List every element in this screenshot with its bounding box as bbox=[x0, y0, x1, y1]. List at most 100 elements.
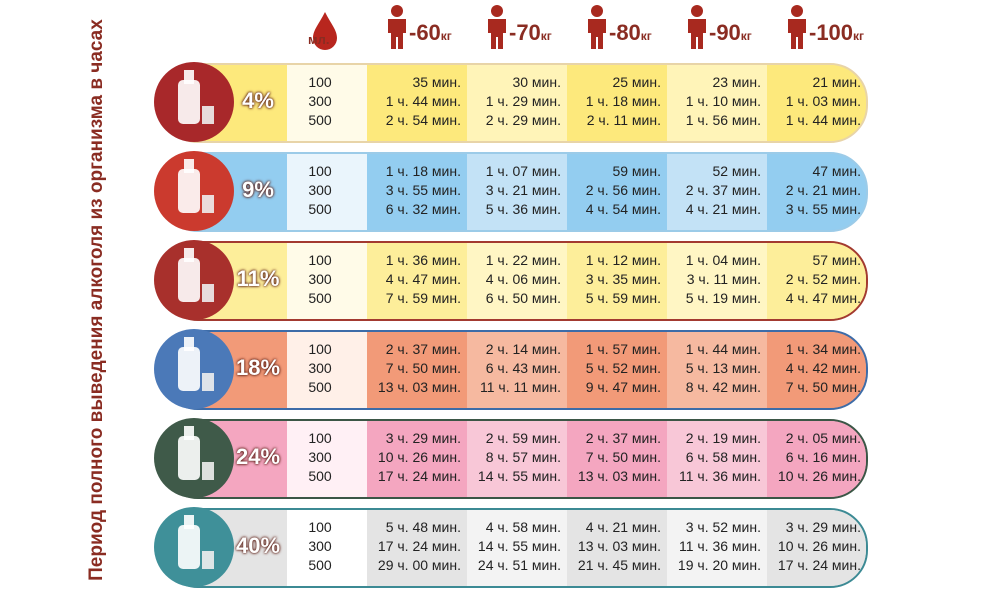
weight-value: -60 bbox=[409, 20, 441, 45]
time-column bbox=[567, 510, 667, 586]
time-value: 30 мин. bbox=[512, 74, 561, 90]
time-column bbox=[567, 332, 667, 408]
time-value: 2 ч. 59 мин. bbox=[485, 430, 561, 446]
time-value: 35 мин. bbox=[412, 74, 461, 90]
row-band bbox=[160, 63, 868, 143]
time-value: 1 ч. 07 мин. bbox=[485, 163, 561, 179]
volume-label: 500 bbox=[308, 201, 332, 217]
weight-label: -70кг bbox=[509, 20, 552, 46]
volume-label: 500 bbox=[308, 290, 332, 306]
time-value: 25 мин. bbox=[612, 74, 661, 90]
time-value: 19 ч. 20 мин. bbox=[677, 557, 761, 573]
time-column bbox=[367, 421, 467, 497]
time-value: 4 ч. 21 мин. bbox=[585, 519, 661, 535]
time-column bbox=[767, 332, 866, 408]
time-value: 17 ч. 24 мин. bbox=[777, 557, 861, 573]
time-value: 4 ч. 47 мин. bbox=[785, 290, 861, 306]
time-value: 5 ч. 36 мин. bbox=[485, 201, 561, 217]
time-value: 10 ч. 26 мин. bbox=[777, 468, 861, 484]
time-value: 1 ч. 03 мин. bbox=[785, 93, 861, 109]
volume-label: 300 bbox=[308, 360, 332, 376]
time-column bbox=[667, 421, 767, 497]
time-value: 2 ч. 37 мин. bbox=[685, 182, 761, 198]
time-value: 6 ч. 43 мин. bbox=[485, 360, 561, 376]
volume-column bbox=[287, 65, 367, 141]
weight-unit: кг bbox=[640, 29, 652, 43]
time-value: 5 ч. 59 мин. bbox=[585, 290, 661, 306]
time-value: 2 ч. 21 мин. bbox=[785, 182, 861, 198]
time-column bbox=[367, 332, 467, 408]
person-icon bbox=[785, 4, 809, 55]
time-value: 1 ч. 36 мин. bbox=[385, 252, 461, 268]
time-value: 4 ч. 58 мин. bbox=[485, 519, 561, 535]
volume-label: 300 bbox=[308, 538, 332, 554]
time-value: 5 ч. 52 мин. bbox=[585, 360, 661, 376]
person-icon bbox=[385, 4, 409, 55]
time-value: 21 мин. bbox=[812, 74, 861, 90]
time-value: 1 ч. 04 мин. bbox=[685, 252, 761, 268]
time-value: 4 ч. 54 мин. bbox=[585, 201, 661, 217]
time-column bbox=[367, 154, 467, 230]
time-value: 3 ч. 29 мин. bbox=[385, 430, 461, 446]
time-value: 52 мин. bbox=[712, 163, 761, 179]
time-value: 5 ч. 48 мин. bbox=[385, 519, 461, 535]
drop-icon bbox=[313, 12, 337, 50]
person-icon bbox=[485, 4, 509, 55]
volume-label: мл. bbox=[308, 32, 330, 47]
drink-icon bbox=[154, 62, 234, 142]
weight-unit: кг bbox=[853, 29, 865, 43]
time-value: 21 ч. 45 мин. bbox=[577, 557, 661, 573]
percent-label: 4% bbox=[242, 88, 274, 113]
volume-column bbox=[287, 421, 367, 497]
time-value: 14 ч. 55 мин. bbox=[477, 468, 561, 484]
time-column bbox=[567, 243, 667, 319]
time-value: 2 ч. 11 мин. bbox=[586, 112, 661, 128]
time-value: 4 ч. 21 мин. bbox=[685, 201, 761, 217]
row-band bbox=[160, 330, 868, 410]
percent-label: 9% bbox=[242, 177, 274, 202]
time-value: 8 ч. 57 мин. bbox=[485, 449, 561, 465]
time-value: 29 ч. 00 мин. bbox=[377, 557, 461, 573]
time-value: 8 ч. 42 мин. bbox=[685, 379, 761, 395]
time-value: 10 ч. 26 мин. bbox=[377, 449, 461, 465]
volume-column bbox=[287, 332, 367, 408]
volume-column bbox=[287, 243, 367, 319]
time-value: 1 ч. 10 мин. bbox=[685, 93, 761, 109]
time-value: 13 ч. 03 мин. bbox=[577, 468, 661, 484]
time-value: 1 ч. 56 мин. bbox=[685, 112, 761, 128]
time-column bbox=[467, 243, 567, 319]
time-value: 3 ч. 52 мин. bbox=[685, 519, 761, 535]
volume-label: 500 bbox=[308, 468, 332, 484]
time-value: 11 ч. 36 мин. bbox=[678, 468, 761, 484]
time-value: 2 ч. 37 мин. bbox=[385, 341, 461, 357]
time-value: 10 ч. 26 мин. bbox=[777, 538, 861, 554]
time-value: 1 ч. 34 мин. bbox=[785, 341, 861, 357]
time-column bbox=[567, 65, 667, 141]
time-value: 4 ч. 42 мин. bbox=[785, 360, 861, 376]
time-value: 11 ч. 11 мин. bbox=[480, 379, 561, 395]
time-value: 6 ч. 58 мин. bbox=[685, 449, 761, 465]
volume-column bbox=[287, 154, 367, 230]
time-value: 5 ч. 19 мин. bbox=[685, 290, 761, 306]
time-column bbox=[567, 154, 667, 230]
weight-label: -100кг bbox=[809, 20, 864, 46]
volume-label: 100 bbox=[308, 341, 332, 357]
time-column bbox=[767, 421, 866, 497]
row-band bbox=[160, 419, 868, 499]
weight-value: -100 bbox=[809, 20, 854, 45]
weight-unit: кг bbox=[540, 29, 552, 43]
time-value: 1 ч. 18 мин. bbox=[385, 163, 461, 179]
volume-label: 100 bbox=[308, 519, 332, 535]
time-column bbox=[467, 332, 567, 408]
time-column bbox=[667, 243, 767, 319]
volume-label: 100 bbox=[308, 252, 332, 268]
time-value: 1 ч. 44 мин. bbox=[385, 93, 461, 109]
time-value: 2 ч. 05 мин. bbox=[785, 430, 861, 446]
person-icon bbox=[585, 4, 609, 55]
time-value: 13 ч. 03 мин. bbox=[377, 379, 461, 395]
time-column bbox=[367, 510, 467, 586]
time-column bbox=[767, 65, 866, 141]
volume-label: 300 bbox=[308, 449, 332, 465]
row-band bbox=[160, 508, 868, 588]
time-value: 3 ч. 55 мин. bbox=[785, 201, 861, 217]
